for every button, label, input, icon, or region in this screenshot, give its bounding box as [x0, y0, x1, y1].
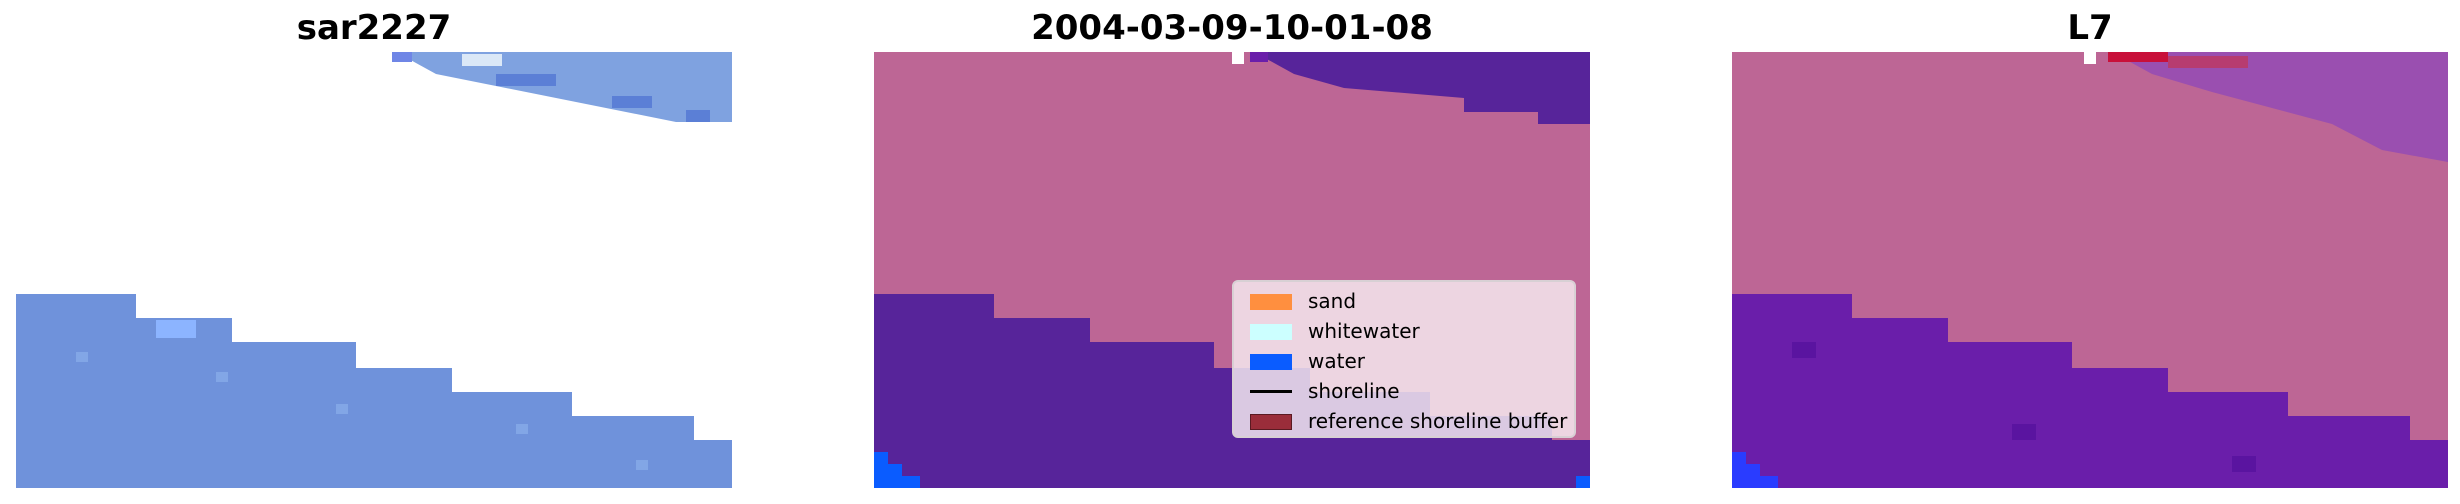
rgb-image [16, 52, 732, 488]
legend-item-shoreline: shoreline [1244, 376, 1564, 406]
legend-item-water: water [1244, 346, 1564, 376]
legend-line-shoreline [1250, 390, 1292, 393]
legend-label-whitewater: whitewater [1308, 319, 1420, 343]
legend-swatch-reference-buffer [1250, 414, 1292, 430]
legend-label-shoreline: shoreline [1308, 379, 1400, 403]
legend-item-whitewater: whitewater [1244, 316, 1564, 346]
panel-title-classification: 2004-03-09-10-01-08 [1031, 8, 1433, 48]
rgb-image-canvas [16, 52, 732, 488]
panel-title-l7: L7 [2067, 8, 2113, 48]
legend-swatch-sand [1250, 294, 1292, 310]
legend: sand whitewater water shoreline referenc… [1232, 280, 1576, 438]
legend-label-reference-buffer: reference shoreline buffer [1308, 409, 1568, 433]
l7-image-canvas [1732, 52, 2448, 488]
legend-swatch-whitewater [1250, 324, 1292, 340]
l7-image [1732, 52, 2448, 488]
legend-item-sand: sand [1244, 286, 1564, 316]
panel-l7: L7 [1732, 0, 2448, 504]
legend-label-sand: sand [1308, 289, 1357, 313]
legend-item-reference-buffer: reference shoreline buffer [1244, 406, 1568, 436]
legend-label-water: water [1308, 349, 1365, 373]
legend-swatch-water [1250, 354, 1292, 370]
panel-rgb: sar2227 [16, 0, 732, 504]
panel-title-rgb: sar2227 [296, 8, 452, 48]
